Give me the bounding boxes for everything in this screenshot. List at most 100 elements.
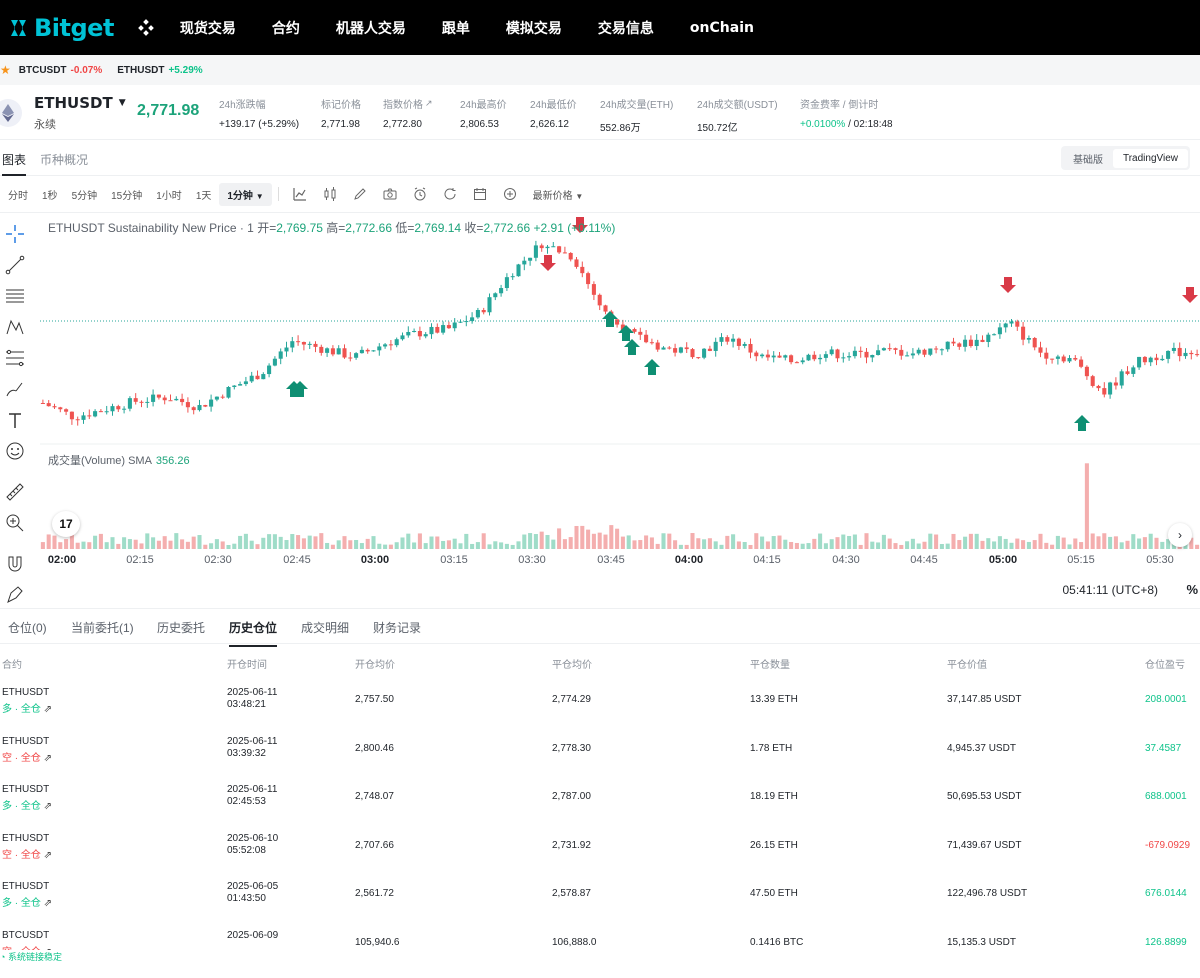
scroll-right-button[interactable]: › xyxy=(1168,523,1192,547)
tab-positions[interactable]: 仓位(0) xyxy=(8,621,47,635)
tab-open-orders[interactable]: 当前委托(1) xyxy=(71,621,134,635)
trend-line-icon[interactable] xyxy=(4,254,26,276)
candle-type-icon[interactable] xyxy=(322,186,338,202)
buy-marker-icon[interactable] xyxy=(624,339,640,355)
nav-futures[interactable]: 合约 xyxy=(271,20,300,37)
candle-body xyxy=(429,326,434,335)
candle-body xyxy=(905,355,910,357)
draw-pencil-icon[interactable] xyxy=(352,186,368,202)
buy-marker-icon[interactable] xyxy=(1074,415,1090,431)
ticker-btc[interactable]: BTCUSDT -0.07% xyxy=(19,65,102,76)
share-icon[interactable]: ⇗ xyxy=(43,849,53,861)
candle-body xyxy=(162,397,167,401)
view-tradingview[interactable]: TradingView xyxy=(1112,148,1188,168)
candle-body xyxy=(220,396,225,398)
candlestick-chart[interactable] xyxy=(40,213,1200,553)
interval-1h[interactable]: 1小时 xyxy=(156,190,182,202)
table-row[interactable]: ETHUSDT 空 · 全仓 ⇗ 2025-06-11 03:39:32 2,8… xyxy=(0,736,1200,784)
volume-bar xyxy=(748,544,753,549)
candle-body xyxy=(1125,371,1130,374)
candle-body xyxy=(986,334,991,342)
price-type-dropdown[interactable]: 最新价格 ▼ xyxy=(532,190,584,202)
candle-body xyxy=(667,347,672,349)
buy-marker-icon[interactable] xyxy=(602,311,618,327)
nav-demo[interactable]: 模拟交易 xyxy=(505,20,562,37)
candle-body xyxy=(249,375,254,382)
refresh-icon[interactable] xyxy=(442,186,458,202)
external-link-icon[interactable]: ↗ xyxy=(425,98,433,108)
tab-overview[interactable]: 币种概况 xyxy=(40,153,89,167)
row-side: 多 · 全仓 ⇗ xyxy=(2,801,53,812)
candle-body xyxy=(168,400,173,402)
tab-position-history[interactable]: 历史仓位 xyxy=(229,619,278,647)
buy-marker-icon[interactable] xyxy=(618,325,634,341)
candle-body xyxy=(1148,357,1153,363)
horizontal-lines-icon[interactable] xyxy=(4,285,26,307)
tab-financial-records[interactable]: 财务记录 xyxy=(373,621,422,635)
text-tool-icon[interactable] xyxy=(4,409,26,431)
camera-icon[interactable] xyxy=(382,186,398,202)
caret-down-icon: ▼ xyxy=(255,191,264,201)
sell-marker-icon[interactable] xyxy=(1000,277,1016,293)
star-icon[interactable]: ★ xyxy=(0,63,11,77)
zoom-in-icon[interactable] xyxy=(4,512,26,534)
nav-copy[interactable]: 跟单 xyxy=(441,20,470,37)
tab-order-history[interactable]: 历史委托 xyxy=(157,621,206,635)
interval-5m[interactable]: 5分钟 xyxy=(71,190,98,202)
interval-15m[interactable]: 15分钟 xyxy=(111,190,143,202)
candle-body xyxy=(354,353,359,358)
share-icon[interactable]: ⇗ xyxy=(43,898,53,909)
apps-grid-icon[interactable] xyxy=(136,18,156,38)
calendar-icon[interactable] xyxy=(472,186,488,202)
bitget-logo[interactable]: Bitget xyxy=(8,14,114,42)
symbol-selector[interactable]: ETHUSDT ▼ 永续 xyxy=(34,94,126,132)
magnet-icon[interactable] xyxy=(4,553,26,575)
alarm-clock-icon[interactable] xyxy=(412,186,428,202)
brush-icon[interactable] xyxy=(4,378,26,400)
percent-toggle[interactable]: % xyxy=(1186,582,1198,597)
share-icon[interactable]: ⇗ xyxy=(43,801,53,812)
row-side: 多 · 全仓 ⇗ xyxy=(2,898,53,909)
interval-1s[interactable]: 1秒 xyxy=(42,190,58,202)
table-row[interactable]: ETHUSDT 空 · 全仓 ⇗ 2025-06-10 05:52:08 2,7… xyxy=(0,833,1200,881)
share-icon[interactable]: ⇗ xyxy=(43,704,53,715)
nav-bots[interactable]: 机器人交易 xyxy=(335,20,406,37)
crosshair-icon[interactable] xyxy=(4,223,26,245)
candle-body xyxy=(910,353,915,356)
table-row[interactable]: ETHUSDT 多 · 全仓 ⇗ 2025-06-11 02:45:53 2,7… xyxy=(0,784,1200,832)
tab-trade-history[interactable]: 成交明细 xyxy=(301,621,350,635)
volume-bar xyxy=(754,533,759,549)
buy-marker-icon[interactable] xyxy=(292,381,308,397)
emoji-icon[interactable] xyxy=(4,440,26,462)
interval-timeline[interactable]: 分时 xyxy=(8,190,28,202)
tradingview-logo[interactable]: 17 xyxy=(52,511,80,537)
nav-info[interactable]: 交易信息 xyxy=(597,20,654,37)
add-circle-icon[interactable] xyxy=(502,186,518,202)
nav-spot[interactable]: 现货交易 xyxy=(179,20,236,37)
candle-body xyxy=(992,334,997,336)
interval-1d[interactable]: 1天 xyxy=(195,190,212,202)
candle-body xyxy=(1061,356,1066,362)
indicator-icon[interactable] xyxy=(292,186,308,202)
candle-body xyxy=(528,257,533,261)
ticker-eth[interactable]: ETHUSDT +5.29% xyxy=(117,65,202,76)
table-row[interactable]: ETHUSDT 多 · 全仓 ⇗ 2025-06-11 03:48:21 2,7… xyxy=(0,687,1200,735)
sell-marker-icon[interactable] xyxy=(1182,287,1198,303)
view-basic[interactable]: 基础版 xyxy=(1072,154,1103,166)
candle-body xyxy=(852,350,857,357)
ruler-icon[interactable] xyxy=(4,481,26,503)
lock-draw-icon[interactable] xyxy=(4,584,26,606)
fib-icon[interactable] xyxy=(4,347,26,369)
table-row[interactable]: ETHUSDT 多 · 全仓 ⇗ 2025-06-05 01:43:50 2,5… xyxy=(0,881,1200,929)
tab-chart[interactable]: 图表 xyxy=(2,151,27,176)
sell-marker-icon[interactable] xyxy=(572,217,588,233)
sell-marker-icon[interactable] xyxy=(540,255,556,271)
volume-bar xyxy=(789,541,794,549)
candle-body xyxy=(539,245,544,249)
nav-onchain[interactable]: onChain xyxy=(689,19,754,36)
buy-marker-icon[interactable] xyxy=(644,359,660,375)
share-icon[interactable]: ⇗ xyxy=(43,752,53,764)
price-chart-area[interactable]: ETHUSDT Sustainability New Price · 1 开=2… xyxy=(40,213,1200,608)
interval-dropdown[interactable]: 1分钟 ▼ xyxy=(219,182,272,206)
pattern-icon[interactable] xyxy=(4,316,26,338)
